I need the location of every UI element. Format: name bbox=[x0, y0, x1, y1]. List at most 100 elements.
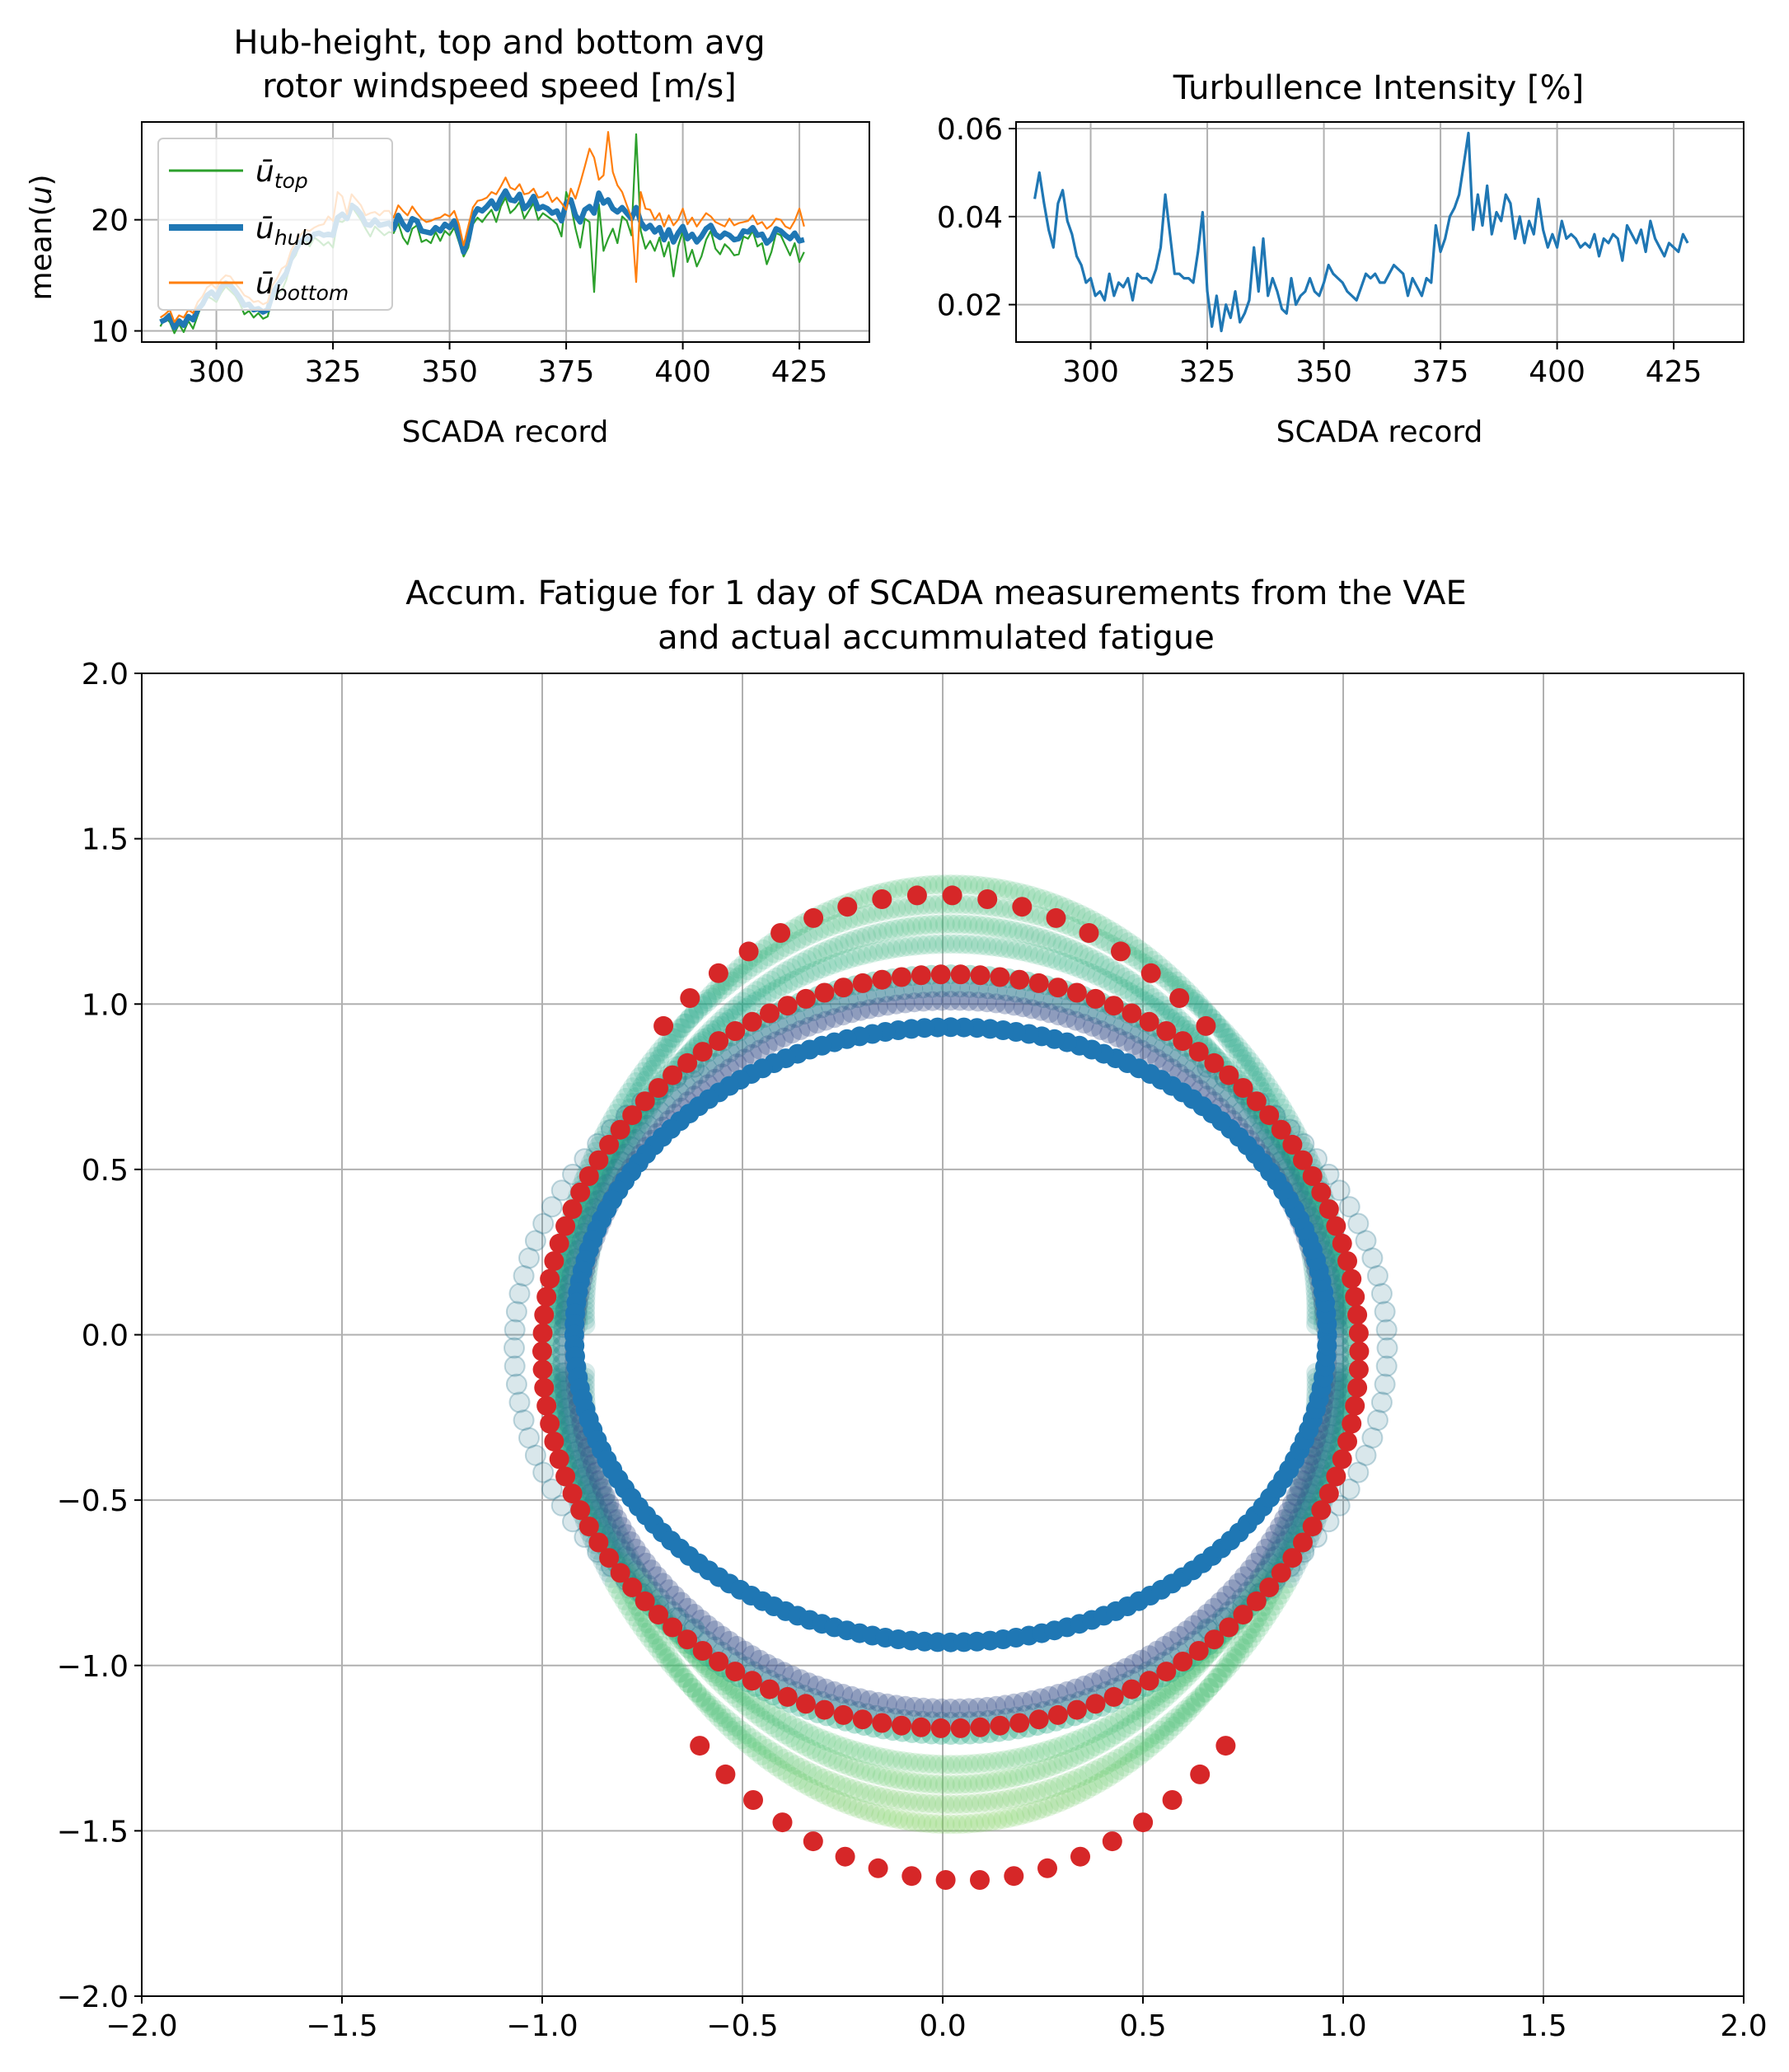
vae-sample-point bbox=[1094, 955, 1115, 976]
vae-sample-point bbox=[611, 1531, 632, 1551]
actual-fatigue-point bbox=[1070, 1846, 1090, 1867]
vae-sample-point bbox=[1159, 971, 1179, 991]
wind-series-top bbox=[159, 133, 805, 335]
vae-sample-point bbox=[574, 1442, 594, 1462]
vae-sample-point bbox=[813, 942, 833, 963]
vae-sample-point bbox=[672, 1018, 692, 1038]
actual-fatigue-point bbox=[1337, 1251, 1357, 1272]
actual-fatigue-point bbox=[680, 988, 700, 1008]
vae-sample-point bbox=[1163, 1003, 1183, 1024]
vae-sample-point bbox=[759, 946, 780, 967]
vae-sample-point bbox=[850, 927, 871, 948]
vae-sample-point bbox=[821, 899, 841, 920]
actual-fatigue-point bbox=[1133, 1812, 1154, 1833]
vae-sample-point bbox=[995, 938, 1014, 959]
vae-sample-point bbox=[940, 914, 961, 935]
fatigue-xtick-label: 0.0 bbox=[919, 2009, 966, 2043]
vae-sample-point bbox=[639, 1628, 660, 1648]
vae-sample-point bbox=[840, 949, 860, 969]
vae-sample-point bbox=[606, 1104, 626, 1124]
vae-sample-point bbox=[912, 915, 933, 935]
vae-sample-point bbox=[1211, 1018, 1231, 1038]
vae-sample-point bbox=[1035, 947, 1056, 968]
vae-flank-point bbox=[513, 1265, 535, 1287]
vae-sample-point bbox=[1014, 923, 1034, 944]
wind-subplot: Hub-height, top and bottom avg rotor win… bbox=[25, 24, 870, 449]
vae-sample-point bbox=[1063, 940, 1084, 960]
legend-top-base: ū bbox=[255, 155, 274, 189]
vae-sample-point bbox=[1232, 1042, 1253, 1062]
vae-sample-point bbox=[701, 984, 721, 1005]
vae-sample-point bbox=[1213, 1023, 1234, 1043]
vae-sample-point bbox=[1089, 952, 1110, 973]
vae-sample-point bbox=[832, 912, 853, 932]
vae-sample-point bbox=[724, 963, 744, 983]
vae-sample-point bbox=[1217, 1028, 1238, 1048]
actual-fatigue-point bbox=[742, 1011, 762, 1032]
vae-sample-point bbox=[784, 970, 804, 991]
vae-sample-point bbox=[728, 959, 749, 979]
vae-sample-point bbox=[1027, 887, 1047, 907]
vae-sample-point bbox=[834, 950, 855, 971]
vae-sample-point bbox=[1239, 1060, 1259, 1080]
actual-fatigue-point bbox=[1028, 973, 1049, 993]
vae-sample-point bbox=[1108, 976, 1129, 996]
actual-fatigue-point bbox=[911, 965, 931, 986]
vae-sample-point bbox=[767, 979, 788, 999]
vae-sample-point bbox=[1225, 1038, 1245, 1059]
vae-sample-point bbox=[1074, 945, 1094, 965]
vae-sample-point bbox=[609, 1525, 630, 1545]
wind-xtick-label: 300 bbox=[188, 355, 245, 389]
vae-sample-point bbox=[696, 989, 717, 1010]
vae-sample-point bbox=[682, 1677, 703, 1698]
actual-fatigue-point bbox=[1004, 1866, 1024, 1887]
vae-sample-point bbox=[578, 1465, 598, 1486]
vae-sample-point bbox=[632, 1076, 653, 1096]
vae-flank-point bbox=[505, 1301, 527, 1323]
ti-title: Turbullence Intensity [%] bbox=[1173, 69, 1584, 107]
vae-sample-point bbox=[660, 1653, 681, 1674]
vae-sample-point bbox=[567, 1454, 588, 1474]
vae-sample-point bbox=[622, 1077, 643, 1098]
vae-sample-point bbox=[564, 1235, 584, 1255]
vae-sample-point bbox=[602, 1508, 623, 1529]
vae-sample-point bbox=[929, 874, 949, 895]
vae-sample-point bbox=[834, 933, 855, 954]
actual-fatigue-point bbox=[1190, 1764, 1211, 1784]
actual-fatigue-point bbox=[725, 1021, 746, 1041]
actual-fatigue-point bbox=[950, 964, 971, 985]
vae-sample-point bbox=[705, 1015, 726, 1036]
ti-xtick-label: 375 bbox=[1412, 355, 1469, 389]
legend-bottom-label: ūbottom bbox=[255, 267, 349, 305]
actual-fatigue-point bbox=[990, 1715, 1010, 1736]
vae-sample-point bbox=[878, 921, 899, 941]
vae-sample-point bbox=[628, 1612, 649, 1633]
actual-fatigue-point bbox=[930, 964, 951, 985]
vae-sample-point bbox=[664, 1658, 685, 1679]
vae-sample-point bbox=[592, 1481, 613, 1502]
actual-fatigue-point bbox=[1347, 1377, 1368, 1398]
legend-hub-label: ūhub bbox=[255, 212, 313, 250]
vae-sample-point bbox=[798, 926, 818, 946]
vae-sample-point bbox=[1081, 963, 1102, 983]
actual-fatigue-point bbox=[892, 967, 911, 987]
vae-sample-point bbox=[840, 931, 860, 952]
actual-fatigue-point bbox=[1169, 988, 1190, 1008]
vae-sample-point bbox=[564, 1444, 584, 1465]
actual-fatigue-point bbox=[906, 885, 927, 906]
actual-fatigue-point bbox=[555, 1466, 576, 1487]
actual-fatigue-point bbox=[930, 1718, 951, 1738]
vae-sample-point bbox=[766, 967, 786, 987]
fatigue-xtick-label: −2.0 bbox=[105, 2009, 177, 2043]
actual-fatigue-point bbox=[970, 965, 991, 986]
vae-sample-point bbox=[1318, 1235, 1338, 1255]
vae-sample-point bbox=[1041, 949, 1061, 969]
vae-sample-point bbox=[1023, 944, 1044, 964]
actual-fatigue-point bbox=[532, 1359, 553, 1380]
vae-sample-point bbox=[971, 935, 991, 955]
vae-sample-point bbox=[719, 1003, 739, 1024]
vae-sample-point bbox=[1105, 961, 1126, 982]
vae-sample-point bbox=[1252, 1066, 1272, 1087]
vae-sample-point bbox=[678, 1673, 699, 1693]
ti-ticks: 300 325 350 375 400 425 0.02 0.04 0.06 bbox=[937, 113, 1702, 389]
